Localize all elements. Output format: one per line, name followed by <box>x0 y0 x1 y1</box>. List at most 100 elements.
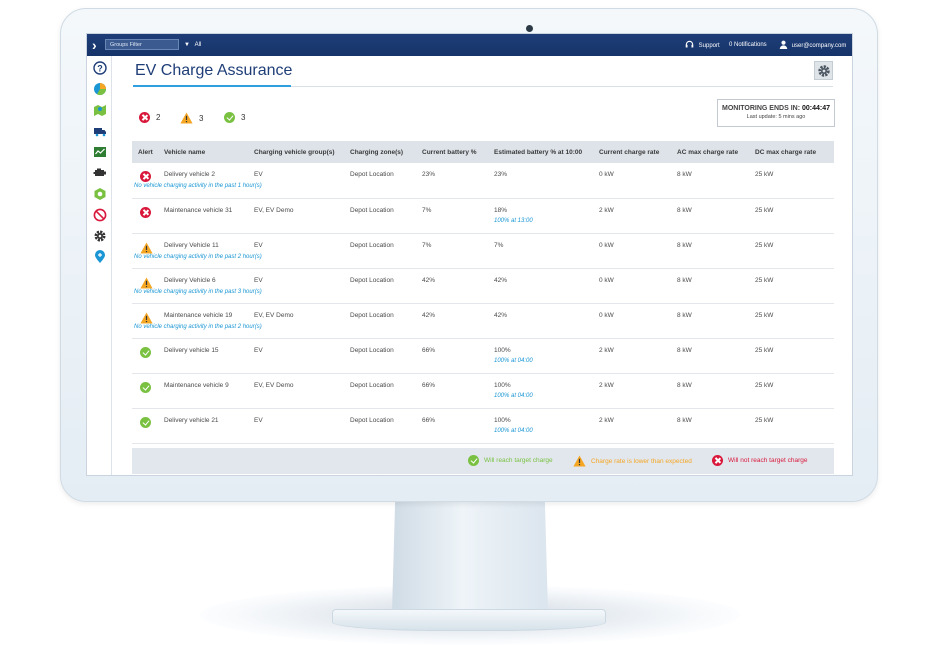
table-row[interactable]: Maintenance vehicle 9 EV, EV Demo Depot Lo… <box>132 373 834 408</box>
user-icon <box>779 40 788 49</box>
summary-red-count: 2 <box>156 113 161 122</box>
table-row[interactable]: Delivery vehicle 21 EV Depot Location 66% 10… <box>132 408 834 443</box>
user-menu[interactable]: user@company.com <box>779 40 846 51</box>
legend-red: Will not reach target charge <box>712 455 807 466</box>
sidebar: ? <box>87 56 112 475</box>
row-alert <box>132 198 158 233</box>
row-dc: 25 kW <box>755 206 774 214</box>
logo-chevron-icon[interactable]: › <box>92 37 97 53</box>
row-vehicle-name[interactable]: Delivery vehicle 15 <box>164 346 219 354</box>
table-row[interactable]: Delivery vehicle 15 EV Depot Location 66% 10… <box>132 338 834 373</box>
groups-filter-input[interactable]: Groups Filter <box>105 39 179 50</box>
row-estimated-note: 100% at 04:00 <box>494 357 533 364</box>
row-ac: 8 kW <box>677 311 692 319</box>
row-estimated: 18% 100% at 13:00 <box>488 198 593 233</box>
row-vehicle-name[interactable]: Delivery vehicle 2 <box>164 171 215 178</box>
rules-icon <box>94 187 105 200</box>
row-vehicle-name[interactable]: Maintenance vehicle 31 <box>164 206 233 214</box>
summary-warning[interactable]: 3 <box>180 112 203 124</box>
location-pin-icon <box>94 249 105 263</box>
row-estimated-value: 42% <box>494 311 508 319</box>
row-vehicle-name[interactable]: Delivery Vehicle 6 <box>164 276 216 284</box>
sidebar-item-engine[interactable] <box>92 165 107 180</box>
legend: Will reach target charge Charge rate is … <box>132 448 834 474</box>
sidebar-item-help[interactable]: ? <box>92 60 107 75</box>
row-battery: 7% <box>422 241 432 249</box>
app-screen: › Groups Filter ▼ All Support 0 Notifica… <box>86 33 853 476</box>
notifications-link[interactable]: 0 Notifications <box>729 42 767 48</box>
title-underline <box>133 85 291 87</box>
table-row[interactable]: Delivery vehicle 2 No vehicle charging ac… <box>132 163 834 198</box>
table-row[interactable]: Maintenance vehicle 19 No vehicle chargin… <box>132 303 834 338</box>
summary-green[interactable]: 3 <box>224 112 245 123</box>
col-header-ac[interactable]: AC max charge rate <box>677 148 739 156</box>
row-estimated: 100% 100% at 04:00 <box>488 373 593 408</box>
row-rate: 2 kW <box>599 416 614 424</box>
sidebar-item-map[interactable] <box>92 102 107 117</box>
row-rate: 0 kW <box>599 276 614 284</box>
warning-icon <box>573 455 586 467</box>
col-header-vehicle[interactable]: Vehicle name <box>164 148 206 156</box>
error-icon <box>140 206 151 218</box>
page-settings-button[interactable] <box>814 61 833 80</box>
sidebar-item-location[interactable] <box>92 249 107 264</box>
top-bar: › Groups Filter ▼ All Support 0 Notifica… <box>87 34 852 56</box>
sidebar-item-activity[interactable] <box>92 144 107 159</box>
row-vehicle-name[interactable]: Maintenance vehicle 9 <box>164 381 229 389</box>
col-header-dc[interactable]: DC max charge rate <box>755 148 817 156</box>
row-zone: Depot Location <box>350 346 394 354</box>
row-dc: 25 kW <box>755 276 774 284</box>
row-estimated-value: 18% <box>494 206 508 214</box>
monitor-stand-base <box>332 609 606 631</box>
warning-icon <box>180 112 193 124</box>
sidebar-item-exceptions[interactable] <box>92 207 107 222</box>
row-zone: Depot Location <box>350 416 394 424</box>
sidebar-item-settings[interactable] <box>92 228 107 243</box>
row-vehicle: Delivery Vehicle 6 No vehicle charging ac… <box>134 276 262 295</box>
settings-icon <box>94 230 105 241</box>
gear-icon <box>817 64 830 77</box>
sidebar-item-reports[interactable] <box>92 81 107 96</box>
row-group: EV, EV Demo <box>254 381 294 389</box>
support-link[interactable]: Support <box>685 40 720 51</box>
row-estimated-value: 23% <box>494 171 508 178</box>
row-zone: Depot Location <box>350 311 394 319</box>
engine-icon <box>93 168 106 176</box>
row-vehicle-name[interactable]: Maintenance vehicle 19 <box>164 311 233 319</box>
table-row[interactable]: Maintenance vehicle 31 EV, EV Demo Depot L… <box>132 198 834 233</box>
no-entry-icon <box>93 208 106 221</box>
summary-green-count: 3 <box>241 113 246 122</box>
sidebar-item-rules[interactable] <box>92 186 107 201</box>
row-group: EV <box>254 171 263 178</box>
col-header-zone[interactable]: Charging zone(s) <box>350 148 404 156</box>
col-header-estimated[interactable]: Estimated battery % at 10:00 <box>494 148 583 156</box>
error-icon <box>712 455 723 466</box>
col-header-rate[interactable]: Current charge rate <box>599 148 660 156</box>
row-estimated: 7% <box>488 233 593 268</box>
row-rate: 2 kW <box>599 381 614 389</box>
summary-warning-count: 3 <box>199 113 204 123</box>
col-header-battery[interactable]: Current battery % <box>422 148 477 156</box>
row-vehicle-name[interactable]: Delivery vehicle 21 <box>164 416 219 424</box>
row-battery: 66% <box>422 416 436 424</box>
groups-dropdown[interactable]: ▼ All <box>184 40 201 50</box>
row-zone: Depot Location <box>350 171 394 178</box>
row-vehicle: Maintenance vehicle 19 No vehicle chargin… <box>134 311 262 330</box>
check-icon <box>140 416 151 428</box>
col-header-group[interactable]: Charging vehicle group(s) <box>254 148 335 156</box>
row-vehicle: Delivery vehicle 21 <box>158 408 248 443</box>
row-dc: 25 kW <box>755 381 774 389</box>
check-icon <box>224 112 235 123</box>
row-rate: 0 kW <box>599 171 614 178</box>
table-row[interactable]: Delivery Vehicle 11 No vehicle charging a… <box>132 233 834 268</box>
row-group: EV <box>254 346 263 354</box>
col-header-alert[interactable]: Alert <box>138 148 153 156</box>
row-ac: 8 kW <box>677 241 692 249</box>
row-estimated-value: 100% <box>494 346 511 354</box>
row-vehicle-name[interactable]: Delivery Vehicle 11 <box>164 241 219 249</box>
row-zone: Depot Location <box>350 381 394 389</box>
pie-chart-icon <box>93 82 106 95</box>
summary-red[interactable]: 2 <box>139 112 160 123</box>
sidebar-item-vehicles[interactable] <box>92 123 107 138</box>
table-row[interactable]: Delivery Vehicle 6 No vehicle charging ac… <box>132 268 834 303</box>
